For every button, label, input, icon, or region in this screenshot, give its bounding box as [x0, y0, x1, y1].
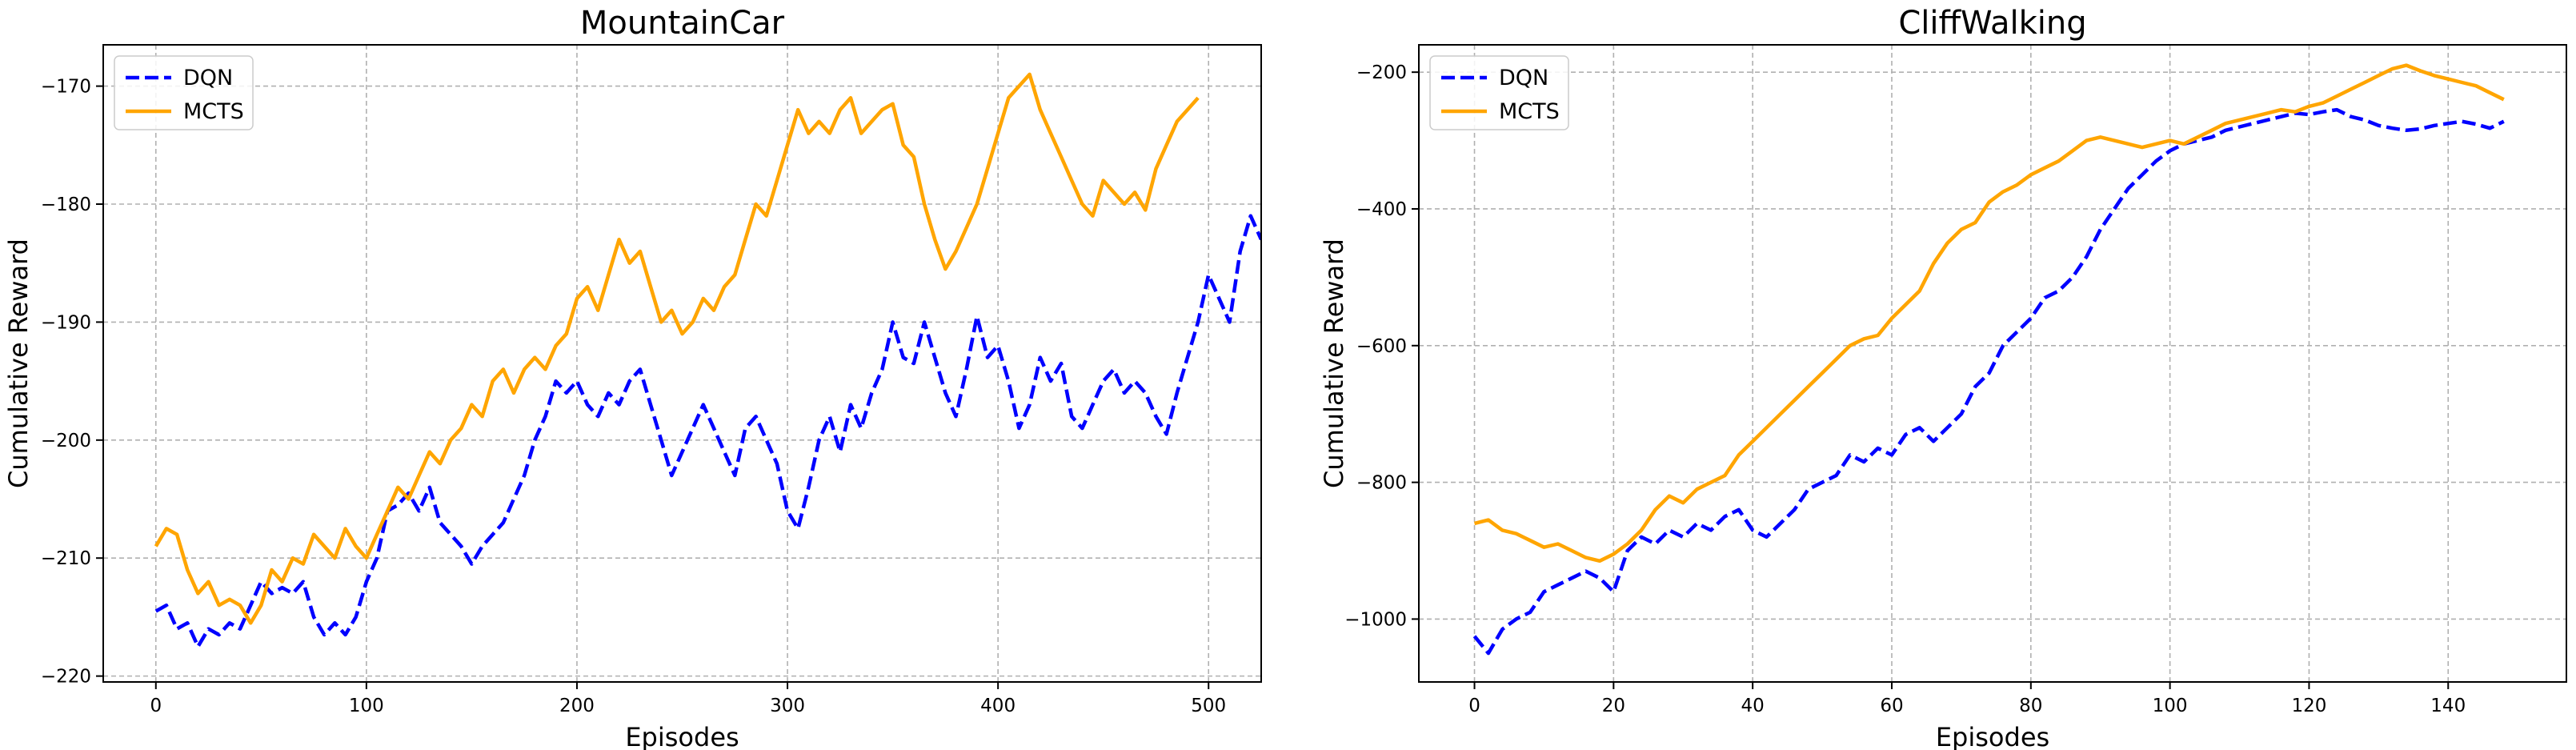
y-tick-label: −170: [41, 77, 91, 98]
x-tick-label: 40: [1741, 696, 1765, 716]
x-tick-label: 0: [1468, 696, 1480, 716]
legend: DQN MCTS: [1429, 55, 1569, 130]
x-tick-label: 200: [559, 696, 595, 716]
y-tick-label: −190: [41, 312, 91, 333]
x-tick-label: 100: [2153, 696, 2188, 716]
x-tick-label: 80: [2019, 696, 2042, 716]
x-tick-label: 20: [1602, 696, 1625, 716]
y-tick-label: −200: [1356, 62, 1407, 83]
legend: DQN MCTS: [114, 55, 254, 130]
chart-title: CliffWalking: [1898, 5, 2086, 42]
legend-label-mcts: MCTS: [1499, 99, 1560, 124]
x-tick-label: 0: [150, 696, 162, 716]
y-tick-label: −210: [41, 548, 91, 569]
x-axis-label: Episodes: [625, 722, 739, 750]
y-tick-label: −1000: [1344, 609, 1407, 630]
legend-label-dqn: DQN: [1499, 66, 1548, 90]
x-tick-label: 500: [1191, 696, 1226, 716]
series-line-dqn: [154, 214, 1261, 649]
x-axis-label: Episodes: [1936, 722, 2049, 750]
chart-0: 0 100 200 300 400 500 −220 −210 −200 −190 −180 −170…: [3, 5, 1262, 750]
plot-frame: [102, 44, 1262, 683]
y-tick-label: −200: [41, 431, 91, 451]
series-line-mcts: [154, 72, 1200, 625]
x-tick-label: 120: [2291, 696, 2326, 716]
y-tick-label: −800: [1356, 473, 1407, 494]
series-line-mcts: [1473, 63, 2505, 564]
x-tick-label: 400: [980, 696, 1016, 716]
x-tick-label: 300: [770, 696, 805, 716]
series-line-dqn: [1472, 107, 2505, 656]
y-axis-label: Cumulative Reward: [3, 239, 34, 488]
legend-label-mcts: MCTS: [183, 99, 244, 124]
chart-title: MountainCar: [580, 5, 785, 42]
x-tick-label: 60: [1880, 696, 1903, 716]
chart-1: 0 20 40 60 80 100 120 140 −1000 −800 −600 −400 −200 C…: [1319, 5, 2567, 750]
y-axis-label: Cumulative Reward: [1319, 239, 1349, 488]
legend-label-dqn: DQN: [183, 66, 233, 90]
y-tick-label: −400: [1356, 199, 1407, 220]
y-tick-label: −600: [1356, 336, 1407, 357]
x-tick-label: 140: [2430, 696, 2466, 716]
plot-frame: [1418, 44, 2567, 683]
y-tick-label: −180: [41, 195, 91, 215]
y-tick-label: −220: [41, 667, 91, 688]
x-tick-label: 100: [349, 696, 384, 716]
